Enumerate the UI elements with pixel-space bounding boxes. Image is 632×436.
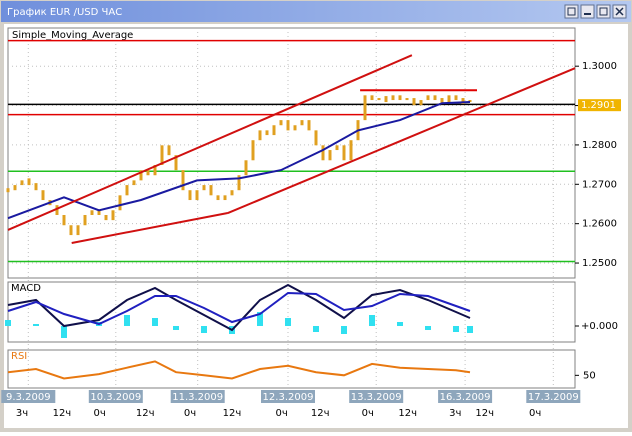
window-buttons[interactable] — [564, 4, 627, 19]
hour-label: 0ч — [94, 408, 106, 419]
chart-area — [4, 24, 628, 428]
macd-label: MACD — [11, 283, 41, 294]
indicator-label: Simple_Moving_Average — [12, 30, 133, 41]
y-tick-label: 1.2500 — [582, 258, 617, 269]
date-box — [1, 390, 56, 403]
last-price-label: 1.2901 — [581, 100, 616, 111]
date-label: 12.3.2009 — [263, 392, 314, 403]
date-box — [170, 390, 225, 403]
minimize-button[interactable] — [580, 4, 595, 19]
last-price-box — [578, 99, 621, 112]
date-label: 17.3.2009 — [528, 392, 579, 403]
macd-histogram — [397, 322, 403, 326]
date-box — [438, 390, 493, 403]
hour-label: 3ч — [449, 408, 461, 419]
macd-line — [7, 283, 471, 332]
hour-label: 12ч — [311, 408, 330, 419]
hour-label: 3ч — [16, 408, 28, 419]
rsi-panel — [7, 349, 576, 389]
macd-histogram — [33, 324, 39, 326]
macd-histogram — [61, 326, 67, 338]
macd-histogram — [257, 312, 263, 326]
macd-histogram — [369, 315, 375, 326]
hour-label: 12ч — [475, 408, 494, 419]
date-label: 9.3.2009 — [6, 392, 51, 403]
macd-histogram — [453, 326, 459, 332]
macd-signal — [7, 291, 471, 326]
hour-label: 12ч — [136, 408, 155, 419]
macd-histogram — [5, 320, 11, 326]
macd-histogram — [313, 326, 319, 332]
macd-panel — [7, 281, 576, 343]
title-bar — [1, 1, 631, 22]
macd-histogram — [467, 326, 473, 333]
trendline — [7, 54, 413, 231]
macd-histogram — [285, 318, 291, 326]
y-tick-label: 1.3000 — [582, 61, 617, 72]
date-label: 11.3.2009 — [172, 392, 223, 403]
hour-label: 0ч — [529, 408, 541, 419]
hour-label: 0ч — [184, 408, 196, 419]
hour-label: 0ч — [276, 408, 288, 419]
date-box — [261, 390, 315, 403]
y-tick-label: +0.000 — [581, 321, 618, 332]
hour-label: 12ч — [223, 408, 242, 419]
date-label: 16.3.2009 — [440, 392, 491, 403]
y-tick-label: 1.2600 — [582, 219, 617, 230]
date-box — [349, 390, 404, 403]
macd-histogram — [173, 326, 179, 330]
macd-histogram — [124, 315, 130, 326]
trendline — [71, 212, 228, 244]
trendline — [227, 67, 576, 214]
date-label: 13.3.2009 — [351, 392, 402, 403]
macd-histogram — [425, 326, 431, 330]
moving-average — [7, 101, 471, 220]
main-panel — [7, 27, 576, 279]
rsi-label: RSI — [11, 351, 27, 362]
help-button[interactable] — [564, 4, 579, 19]
date-label: 10.3.2009 — [90, 392, 141, 403]
date-box — [526, 390, 581, 403]
y-tick-label: 1.2700 — [582, 179, 617, 190]
macd-histogram — [201, 326, 207, 333]
macd-histogram — [341, 326, 347, 334]
y-tick-label: 1.2800 — [582, 140, 617, 151]
hour-label: 12ч — [398, 408, 417, 419]
hour-label: 0ч — [362, 408, 374, 419]
rsi-line — [7, 360, 471, 380]
date-box — [88, 390, 143, 403]
hour-label: 12ч — [53, 408, 72, 419]
macd-histogram — [152, 318, 158, 326]
window-title: График EUR /USD ЧАС — [7, 7, 122, 18]
maximize-button[interactable] — [596, 4, 611, 19]
y-tick-label: 50 — [583, 370, 596, 381]
